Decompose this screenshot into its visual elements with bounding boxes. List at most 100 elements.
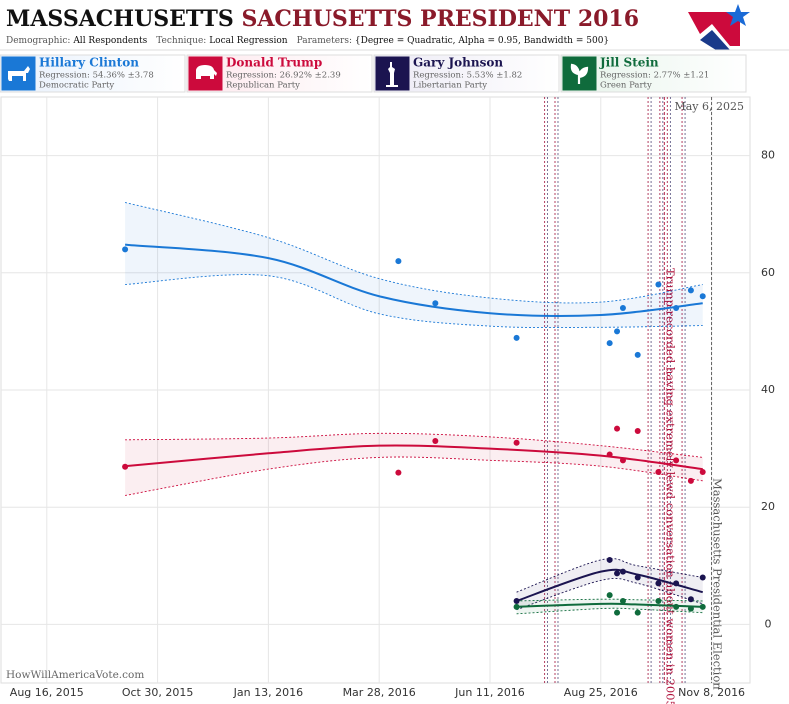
donkey-icon bbox=[8, 66, 30, 81]
poll-point bbox=[655, 281, 662, 288]
poll-point bbox=[634, 574, 641, 581]
band-upper bbox=[124, 202, 703, 304]
param-value: {Degree = Quadratic, Alpha = 0.95, Bandw… bbox=[355, 36, 609, 46]
poll-point bbox=[606, 592, 613, 599]
poll-point bbox=[687, 605, 694, 612]
param-value: Local Regression bbox=[209, 36, 288, 46]
param-value: All Respondents bbox=[72, 36, 147, 46]
chart-title: MASSACHUSETTS SACHUSETTS PRESIDENT 2016 bbox=[6, 6, 639, 32]
title-main: MASSACHUSETTS bbox=[6, 6, 234, 32]
poll-point bbox=[606, 451, 613, 458]
poll-point bbox=[513, 334, 520, 341]
poll-point bbox=[687, 477, 694, 484]
confidence-band bbox=[125, 433, 703, 496]
x-tick-label: Aug 25, 2016 bbox=[564, 686, 638, 699]
legend-name: Donald Trump bbox=[226, 56, 322, 70]
y-tick-label: 60 bbox=[761, 266, 775, 279]
poll-point bbox=[513, 603, 520, 610]
legend-regression: Regression: 54.36% ±3.78 bbox=[39, 71, 154, 81]
x-tick-label: Aug 16, 2015 bbox=[10, 686, 84, 699]
poll-point bbox=[634, 351, 641, 358]
poll-point bbox=[606, 340, 613, 347]
param-label: Parameters: bbox=[297, 36, 352, 46]
legend-icon bbox=[196, 65, 217, 79]
poll-point bbox=[513, 439, 520, 446]
y-tick-label: 80 bbox=[761, 149, 775, 162]
poll-point bbox=[122, 463, 129, 470]
legend-regression: Regression: 26.92% ±2.39 bbox=[226, 71, 341, 81]
band-lower bbox=[125, 274, 703, 329]
poll-point bbox=[606, 556, 613, 563]
poll-point bbox=[687, 596, 694, 603]
legend-name: Jill Stein bbox=[599, 56, 659, 70]
liberty-icon bbox=[386, 62, 398, 87]
param-label: Technique: bbox=[156, 36, 206, 46]
poll-point bbox=[614, 609, 621, 616]
param-label: Demographic: bbox=[6, 36, 70, 46]
legend-party: Libertarian Party bbox=[413, 81, 487, 91]
band-upper bbox=[125, 432, 703, 458]
poll-point bbox=[395, 258, 402, 265]
legend-icon bbox=[386, 62, 398, 87]
parameters: Demographic: All Respondents Technique: … bbox=[6, 36, 618, 46]
band-upper bbox=[516, 598, 703, 602]
poll-point bbox=[634, 428, 641, 435]
legend-party: Green Party bbox=[600, 81, 652, 91]
logo bbox=[688, 4, 750, 50]
poll-point bbox=[687, 287, 694, 294]
legend-icon bbox=[8, 66, 30, 81]
poll-point bbox=[699, 574, 706, 581]
poll-point bbox=[699, 293, 706, 300]
annotation-text: Massachusetts Presidential Election bbox=[711, 478, 725, 690]
y-tick-label: 0 bbox=[765, 617, 772, 630]
legend-party: Republican Party bbox=[226, 81, 300, 91]
band-lower bbox=[516, 577, 703, 611]
y-tick-label: 40 bbox=[761, 383, 775, 396]
legend-icon bbox=[570, 63, 589, 84]
band-lower bbox=[516, 607, 703, 615]
regression-line bbox=[516, 568, 703, 602]
poll-point bbox=[673, 457, 680, 464]
poll-point bbox=[619, 597, 626, 604]
title-sub: SACHUSETTS PRESIDENT 2016 bbox=[241, 6, 639, 32]
regression-line bbox=[125, 243, 703, 317]
poll-point bbox=[614, 425, 621, 432]
x-tick-label: Oct 30, 2015 bbox=[122, 686, 194, 699]
x-tick-label: Jun 11, 2016 bbox=[454, 686, 525, 699]
poll-point bbox=[699, 603, 706, 610]
poll-point bbox=[699, 469, 706, 476]
x-tick-label: Nov 8, 2016 bbox=[678, 686, 745, 699]
poll-point bbox=[513, 597, 520, 604]
credit: HowWillAmericaVote.com bbox=[6, 669, 144, 681]
poll-point bbox=[673, 304, 680, 311]
legend-name: Gary Johnson bbox=[413, 56, 503, 70]
poll-point bbox=[122, 246, 129, 253]
legend-regression: Regression: 2.77% ±1.21 bbox=[600, 71, 709, 81]
confidence-band bbox=[516, 558, 703, 610]
y-tick-label: 20 bbox=[761, 500, 775, 513]
regression-line bbox=[516, 602, 703, 608]
poll-point bbox=[634, 609, 641, 616]
annotation-text: Trump recorded having extremely lewd con… bbox=[663, 268, 677, 704]
band-upper bbox=[516, 558, 703, 593]
poll-point bbox=[614, 570, 621, 577]
elephant-icon bbox=[196, 65, 217, 79]
date-note: May 6, 2025 bbox=[674, 100, 744, 113]
poll-point bbox=[432, 437, 439, 444]
legend-name: Hillary Clinton bbox=[39, 56, 139, 70]
legend-party: Democratic Party bbox=[39, 81, 114, 91]
leaf-icon bbox=[570, 63, 589, 84]
poll-point bbox=[614, 328, 621, 335]
band-lower bbox=[125, 456, 703, 496]
poll-point bbox=[432, 300, 439, 307]
poll-point bbox=[655, 580, 662, 587]
poll-point bbox=[619, 457, 626, 464]
legend-regression: Regression: 5.53% ±1.82 bbox=[413, 71, 522, 81]
legend-icon-frame bbox=[1, 56, 36, 91]
poll-point bbox=[655, 469, 662, 476]
